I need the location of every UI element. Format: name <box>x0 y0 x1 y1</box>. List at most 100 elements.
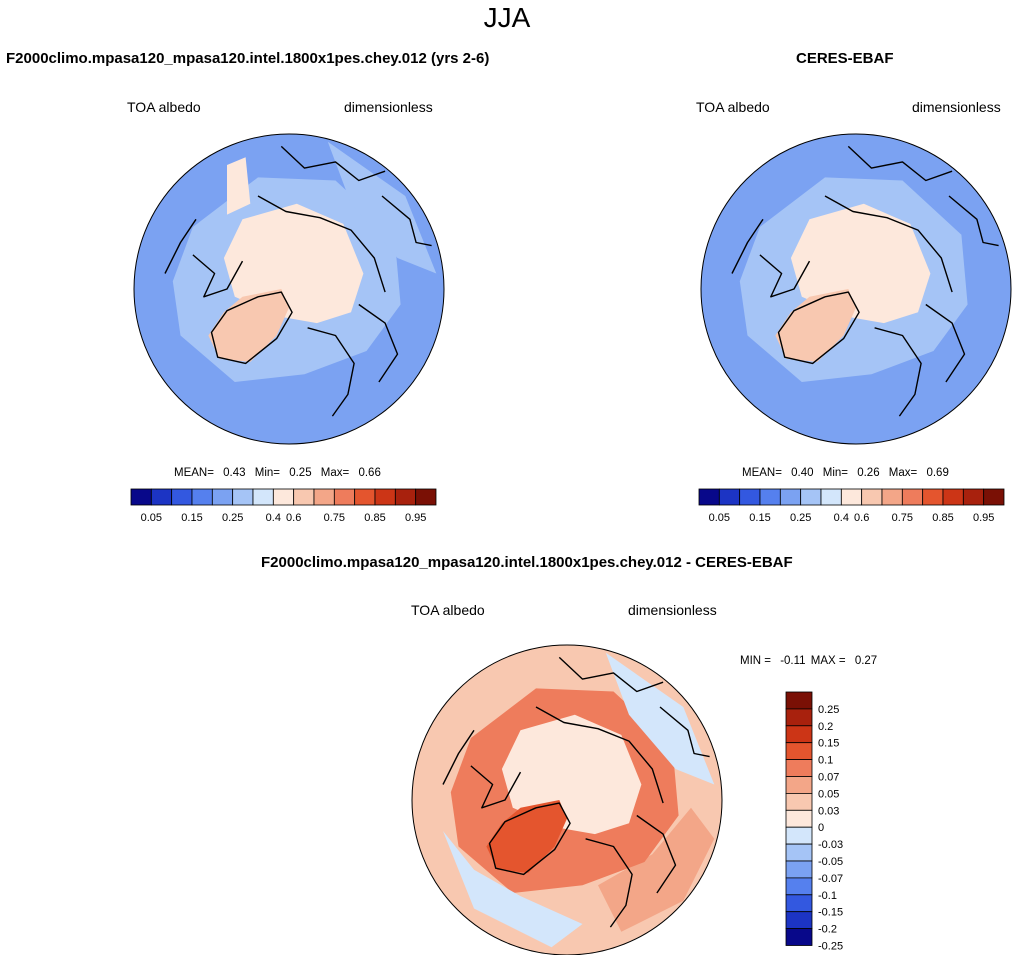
panel-3-max-label: MAX = <box>810 655 846 667</box>
map-field-atlantic <box>443 831 583 948</box>
colorbar-box <box>150 488 173 506</box>
panel-2-mean-value: 0.40 <box>791 467 814 479</box>
colorbar-tick-label: 0.85 <box>932 512 953 524</box>
panel-2-min-label: Min= <box>822 467 848 479</box>
colorbar-tick-label: 0.1 <box>818 755 833 767</box>
map-boundary <box>411 644 723 955</box>
colorbar-panel-2: 0.05 0.15 0.25 0.4 0.6 0.75 0.85 0.95 <box>698 488 1005 524</box>
map-panel-2 <box>700 133 1012 445</box>
panel-2-max-value: 0.69 <box>926 467 949 479</box>
coastline-2 <box>659 706 710 758</box>
map-field-pole <box>790 203 931 324</box>
colorbar-tick-label: -0.25 <box>818 941 843 953</box>
colorbar-box <box>962 488 985 506</box>
panel-1-max-label: Max= <box>320 467 350 479</box>
colorbar-box <box>785 708 813 727</box>
colorbar-box <box>840 488 863 506</box>
colorbar-box <box>983 488 1005 506</box>
coastline-0 <box>847 145 953 182</box>
panel-1-stats: MEAN= 0.43 Min= 0.25 Max= 0.66 <box>174 467 381 479</box>
colorbar-box <box>313 488 335 506</box>
colorbar-tick-label: 0.95 <box>405 512 426 524</box>
coastline-4 <box>210 291 293 365</box>
panel-3-min-value: -0.11 <box>780 655 806 667</box>
colorbar-box <box>881 488 903 506</box>
colorbar-box <box>861 488 883 506</box>
coastline-7 <box>731 218 764 274</box>
coastline-7 <box>164 218 197 274</box>
coastline-7 <box>442 729 475 785</box>
colorbar-box <box>800 488 822 506</box>
colorbar-tick-label: 0.05 <box>141 512 162 524</box>
panel-2-min-value: 0.26 <box>857 467 880 479</box>
colorbar-box <box>252 488 274 506</box>
colorbar-box <box>171 488 193 506</box>
coastline-6 <box>636 814 677 894</box>
colorbar-box <box>785 759 813 777</box>
panel-1-units-label: dimensionless <box>344 99 433 115</box>
colorbar-box <box>901 488 924 506</box>
colorbar-tick-label: 0.6 <box>854 512 869 524</box>
coastline-6 <box>358 303 399 383</box>
panel-1-min-value: 0.25 <box>289 467 312 479</box>
colorbar-box <box>232 488 254 506</box>
coastline-3 <box>470 765 522 809</box>
colorbar-tick-label: 0.75 <box>324 512 345 524</box>
colorbar-box <box>785 928 813 946</box>
panel-1-max-value: 0.66 <box>358 467 381 479</box>
colorbar-box <box>785 894 813 913</box>
colorbar-tick-label: 0.03 <box>818 805 839 817</box>
coastline-1 <box>824 195 953 293</box>
coastline-2 <box>381 195 432 247</box>
map-field-topTongue <box>227 157 251 215</box>
coastline-5 <box>307 327 355 417</box>
panel-2-title: CERES-EBAF <box>796 50 894 67</box>
colorbar-box <box>759 488 781 506</box>
colorbar-tick-label: 0.25 <box>818 704 839 716</box>
colorbar-tick-label: 0.2 <box>818 721 833 733</box>
coastline-5 <box>585 838 633 928</box>
colorbar-box <box>354 488 376 506</box>
panel-3-units-label: dimensionless <box>628 602 717 618</box>
panel-2-units-label: dimensionless <box>912 99 1001 115</box>
panel-1-min-label: Min= <box>254 467 280 479</box>
colorbar-box <box>922 488 944 506</box>
map-field-pacific <box>605 652 715 785</box>
colorbar-box <box>785 826 813 845</box>
colorbar-panel-3: 0.25 0.2 0.15 0.1 0.07 0.05 0.03 0 -0.03 -0.05 -0.… <box>785 691 843 953</box>
colorbar-box <box>785 691 813 710</box>
colorbar-tick-label: 0.25 <box>790 512 811 524</box>
colorbar-tick-label: 0.15 <box>818 738 839 750</box>
coastline-4 <box>488 802 571 876</box>
coastline-6 <box>925 303 966 383</box>
coastline-0 <box>558 656 664 693</box>
panel-3-title: F2000climo.mpasa120_mpasa120.intel.1800x… <box>261 554 793 571</box>
colorbar-box <box>394 488 417 506</box>
colorbar-box <box>785 843 813 862</box>
coastline-3 <box>759 254 811 298</box>
colorbar-box <box>785 877 813 896</box>
map-panel-3 <box>411 644 723 955</box>
panel-2-max-label: Max= <box>888 467 918 479</box>
colorbar-box <box>191 488 213 506</box>
colorbar-tick-label: 0.07 <box>818 772 839 784</box>
panel-1-variable-label: TOA albedo <box>127 99 201 115</box>
colorbar-tick-label: 0.75 <box>892 512 913 524</box>
panel-1-title: F2000climo.mpasa120_mpasa120.intel.1800x… <box>6 50 490 67</box>
figure-title: JJA <box>483 2 531 33</box>
colorbar-box <box>272 488 295 506</box>
colorbar-tick-label: 0.6 <box>286 512 301 524</box>
map-field-greenland <box>775 289 856 362</box>
coastline-1 <box>535 706 664 804</box>
colorbar-box <box>785 860 813 879</box>
coastline-5 <box>874 327 922 417</box>
colorbar-box <box>293 488 315 506</box>
colorbar-tick-label: -0.2 <box>818 924 837 936</box>
map-field-pole <box>501 714 642 835</box>
colorbar-tick-label: 0 <box>818 822 824 834</box>
colorbar-box <box>785 809 813 828</box>
panel-1-mean-value: 0.43 <box>223 467 246 479</box>
colorbar-box <box>211 488 234 506</box>
coastline-2 <box>948 195 999 247</box>
colorbar-box <box>785 793 813 811</box>
